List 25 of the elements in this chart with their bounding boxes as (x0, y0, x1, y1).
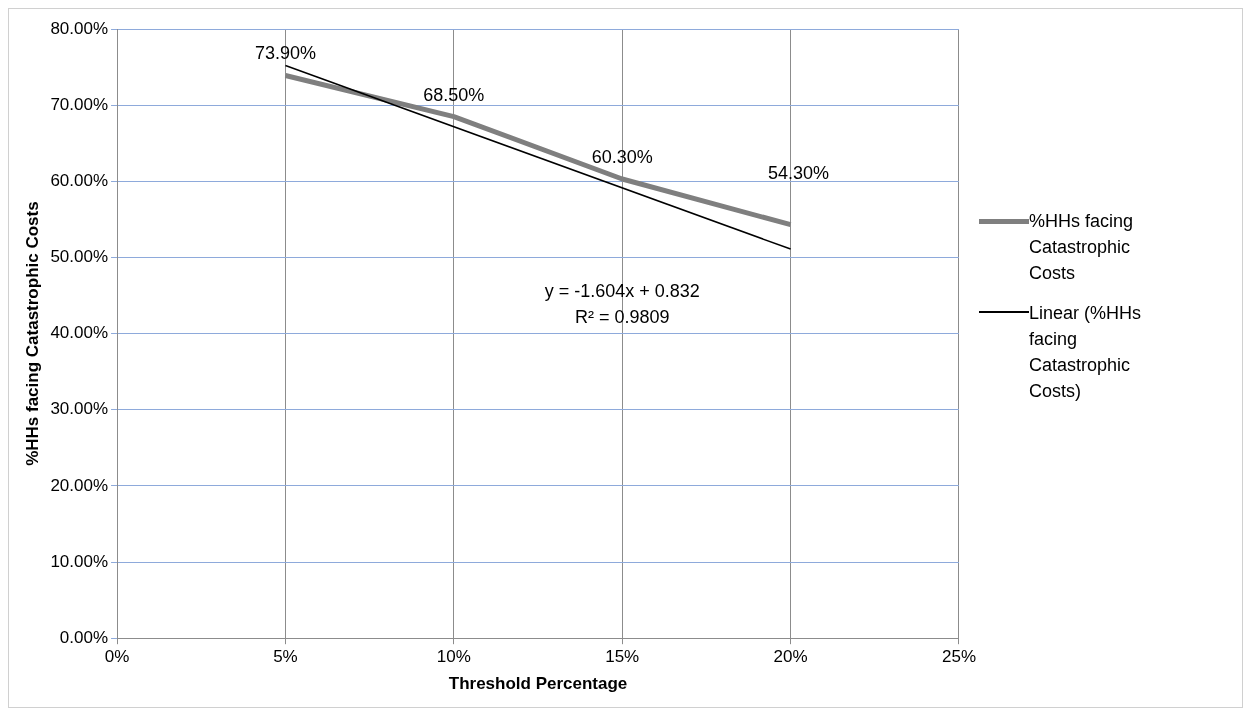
data-label: 54.30% (768, 162, 830, 183)
x-tick-label: 0% (104, 647, 130, 667)
data-label: 68.50% (423, 84, 485, 105)
x-tick-label: 20% (773, 647, 808, 667)
x-tick-label: 25% (941, 647, 976, 667)
x-axis-title: Threshold Percentage (448, 674, 628, 694)
y-tick-label: 50.00% (50, 247, 109, 267)
y-tick-label: 10.00% (50, 551, 109, 571)
y-tick-label: 70.00% (50, 94, 109, 114)
legend-label: %HHs facing Catastrophic Costs (1029, 210, 1135, 285)
y-tick-label: 30.00% (50, 399, 109, 419)
y-tick-label: 80.00% (50, 18, 109, 38)
y-tick-label: 60.00% (50, 170, 109, 190)
annotation: R² = 0.9809 (574, 306, 670, 327)
legend-label: Linear (%HHs facing Catastrophic Costs) (1029, 302, 1143, 403)
x-tick-label: 5% (273, 647, 298, 667)
data-label: 73.90% (254, 43, 316, 64)
x-tick-label: 15% (605, 647, 640, 667)
y-tick-label: 20.00% (50, 475, 109, 495)
y-tick-label: 40.00% (50, 323, 109, 343)
y-tick-label: 0.00% (59, 627, 109, 647)
y-axis-title: %HHs facing Catastrophic Costs (22, 201, 42, 466)
data-label: 60.30% (591, 146, 653, 167)
annotation: y = -1.604x + 0.832 (544, 280, 700, 301)
x-tick-label: 10% (436, 647, 471, 667)
